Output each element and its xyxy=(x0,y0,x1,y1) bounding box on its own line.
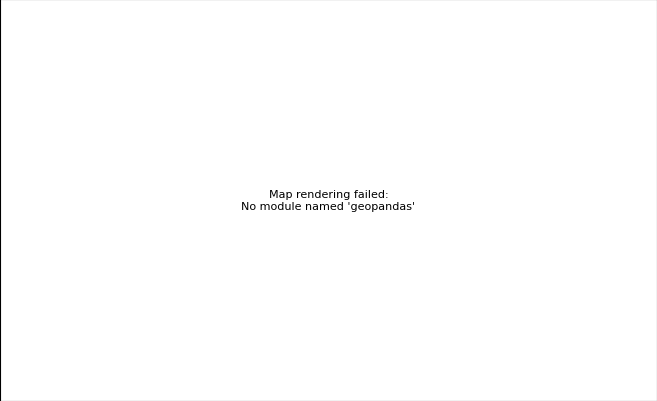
Text: Map rendering failed:
No module named 'geopandas': Map rendering failed: No module named 'g… xyxy=(241,190,416,211)
